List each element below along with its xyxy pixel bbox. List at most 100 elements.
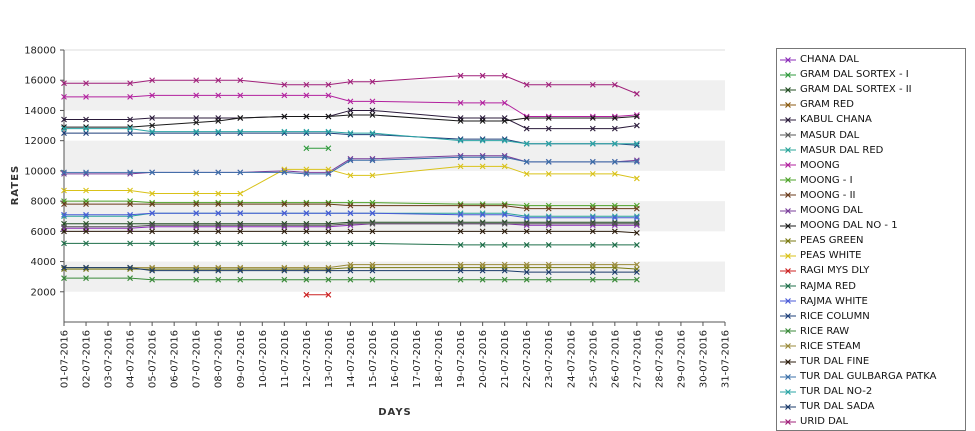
data-point — [215, 210, 222, 217]
data-point — [149, 228, 156, 235]
series-21 — [61, 154, 640, 177]
legend-label: MOONG — [800, 159, 840, 171]
data-point — [215, 92, 222, 99]
legend-label: GRAM RED — [800, 99, 854, 111]
data-point — [457, 163, 464, 170]
series-7 — [61, 92, 640, 120]
data-point — [325, 291, 332, 298]
legend-label: URID DAL — [800, 416, 849, 428]
legend-label: RICE COLUMN — [800, 310, 870, 322]
data-point — [303, 201, 310, 208]
data-point — [303, 267, 310, 274]
data-point — [127, 93, 133, 100]
legend-item: RAJMA RED — [779, 279, 856, 294]
data-point — [611, 242, 618, 248]
data-point — [479, 202, 486, 209]
legend-label: RAGI MYS DLY — [800, 265, 870, 277]
x-tick-label: 12-07-2016 — [302, 330, 313, 388]
data-point — [611, 205, 618, 212]
series-line — [64, 156, 637, 175]
series-line — [64, 128, 637, 145]
data-point — [83, 125, 89, 132]
data-point — [457, 276, 464, 283]
data-point — [347, 202, 354, 209]
data-point — [545, 228, 552, 235]
data-point — [523, 140, 530, 147]
data-point — [215, 128, 222, 135]
data-point — [611, 81, 618, 88]
data-point — [325, 145, 332, 152]
data-point — [193, 77, 200, 84]
data-point — [545, 261, 552, 268]
legend-label: MOONG - I — [800, 174, 853, 186]
legend-item: RAGI MYS DLY — [779, 263, 869, 278]
data-point — [545, 171, 552, 177]
legend-marker-icon — [780, 86, 796, 93]
data-point — [215, 267, 222, 274]
x-tick-label: 27-07-2016 — [632, 330, 643, 388]
series-11 — [61, 112, 640, 130]
legend-marker-icon — [780, 313, 796, 320]
data-point — [479, 163, 486, 170]
data-point — [545, 81, 552, 88]
data-point — [303, 210, 310, 217]
data-point — [237, 201, 244, 208]
data-point — [479, 267, 486, 274]
x-tick-label: 13-07-2016 — [324, 330, 335, 388]
x-tick-label: 04-07-2016 — [126, 330, 137, 388]
data-point — [325, 267, 332, 274]
x-tick-label: 19-07-2016 — [456, 330, 467, 388]
x-tick-label: 20-07-2016 — [478, 330, 489, 388]
legend-item: MOONG - I — [779, 173, 853, 188]
series-line — [64, 221, 637, 225]
data-point — [237, 276, 244, 283]
data-point — [347, 240, 354, 247]
legend-marker-icon — [780, 328, 796, 335]
data-point — [589, 115, 596, 121]
x-tick-label: 11-07-2016 — [280, 330, 291, 388]
data-point — [611, 115, 618, 121]
data-point — [127, 211, 133, 218]
data-point — [545, 269, 552, 276]
data-point — [237, 128, 244, 135]
legend-marker-icon — [780, 388, 796, 395]
legend-marker-icon — [780, 132, 796, 138]
data-point — [589, 228, 596, 235]
y-tick-label: 12000 — [24, 136, 56, 147]
grid-band — [64, 261, 725, 292]
data-point — [457, 242, 464, 248]
data-point — [611, 171, 618, 177]
data-point — [369, 210, 376, 217]
data-point — [61, 275, 67, 282]
series-13 — [61, 163, 640, 197]
data-point — [611, 140, 618, 147]
data-point — [589, 171, 596, 177]
data-point — [457, 261, 464, 268]
data-point — [193, 267, 200, 274]
data-point — [127, 275, 133, 282]
data-point — [281, 113, 288, 120]
data-point — [347, 98, 354, 105]
data-point — [237, 77, 244, 84]
data-point — [61, 211, 67, 218]
data-point — [303, 128, 310, 135]
data-point — [325, 228, 332, 235]
data-point — [369, 78, 376, 85]
legend-marker-icon — [780, 116, 796, 123]
data-point — [303, 291, 310, 298]
legend-label: GRAM DAL SORTEX - II — [800, 84, 912, 96]
series-18 — [61, 275, 640, 283]
data-point — [215, 228, 222, 235]
data-point — [83, 211, 89, 218]
series-22 — [61, 125, 640, 147]
data-point — [501, 72, 508, 79]
data-point — [127, 169, 133, 176]
data-point — [589, 269, 596, 276]
data-point — [281, 169, 288, 176]
data-point — [589, 214, 596, 221]
legend-marker-icon — [780, 418, 796, 425]
data-point — [611, 220, 618, 227]
data-point — [457, 202, 464, 209]
series-line — [64, 267, 637, 273]
data-point — [347, 172, 354, 179]
